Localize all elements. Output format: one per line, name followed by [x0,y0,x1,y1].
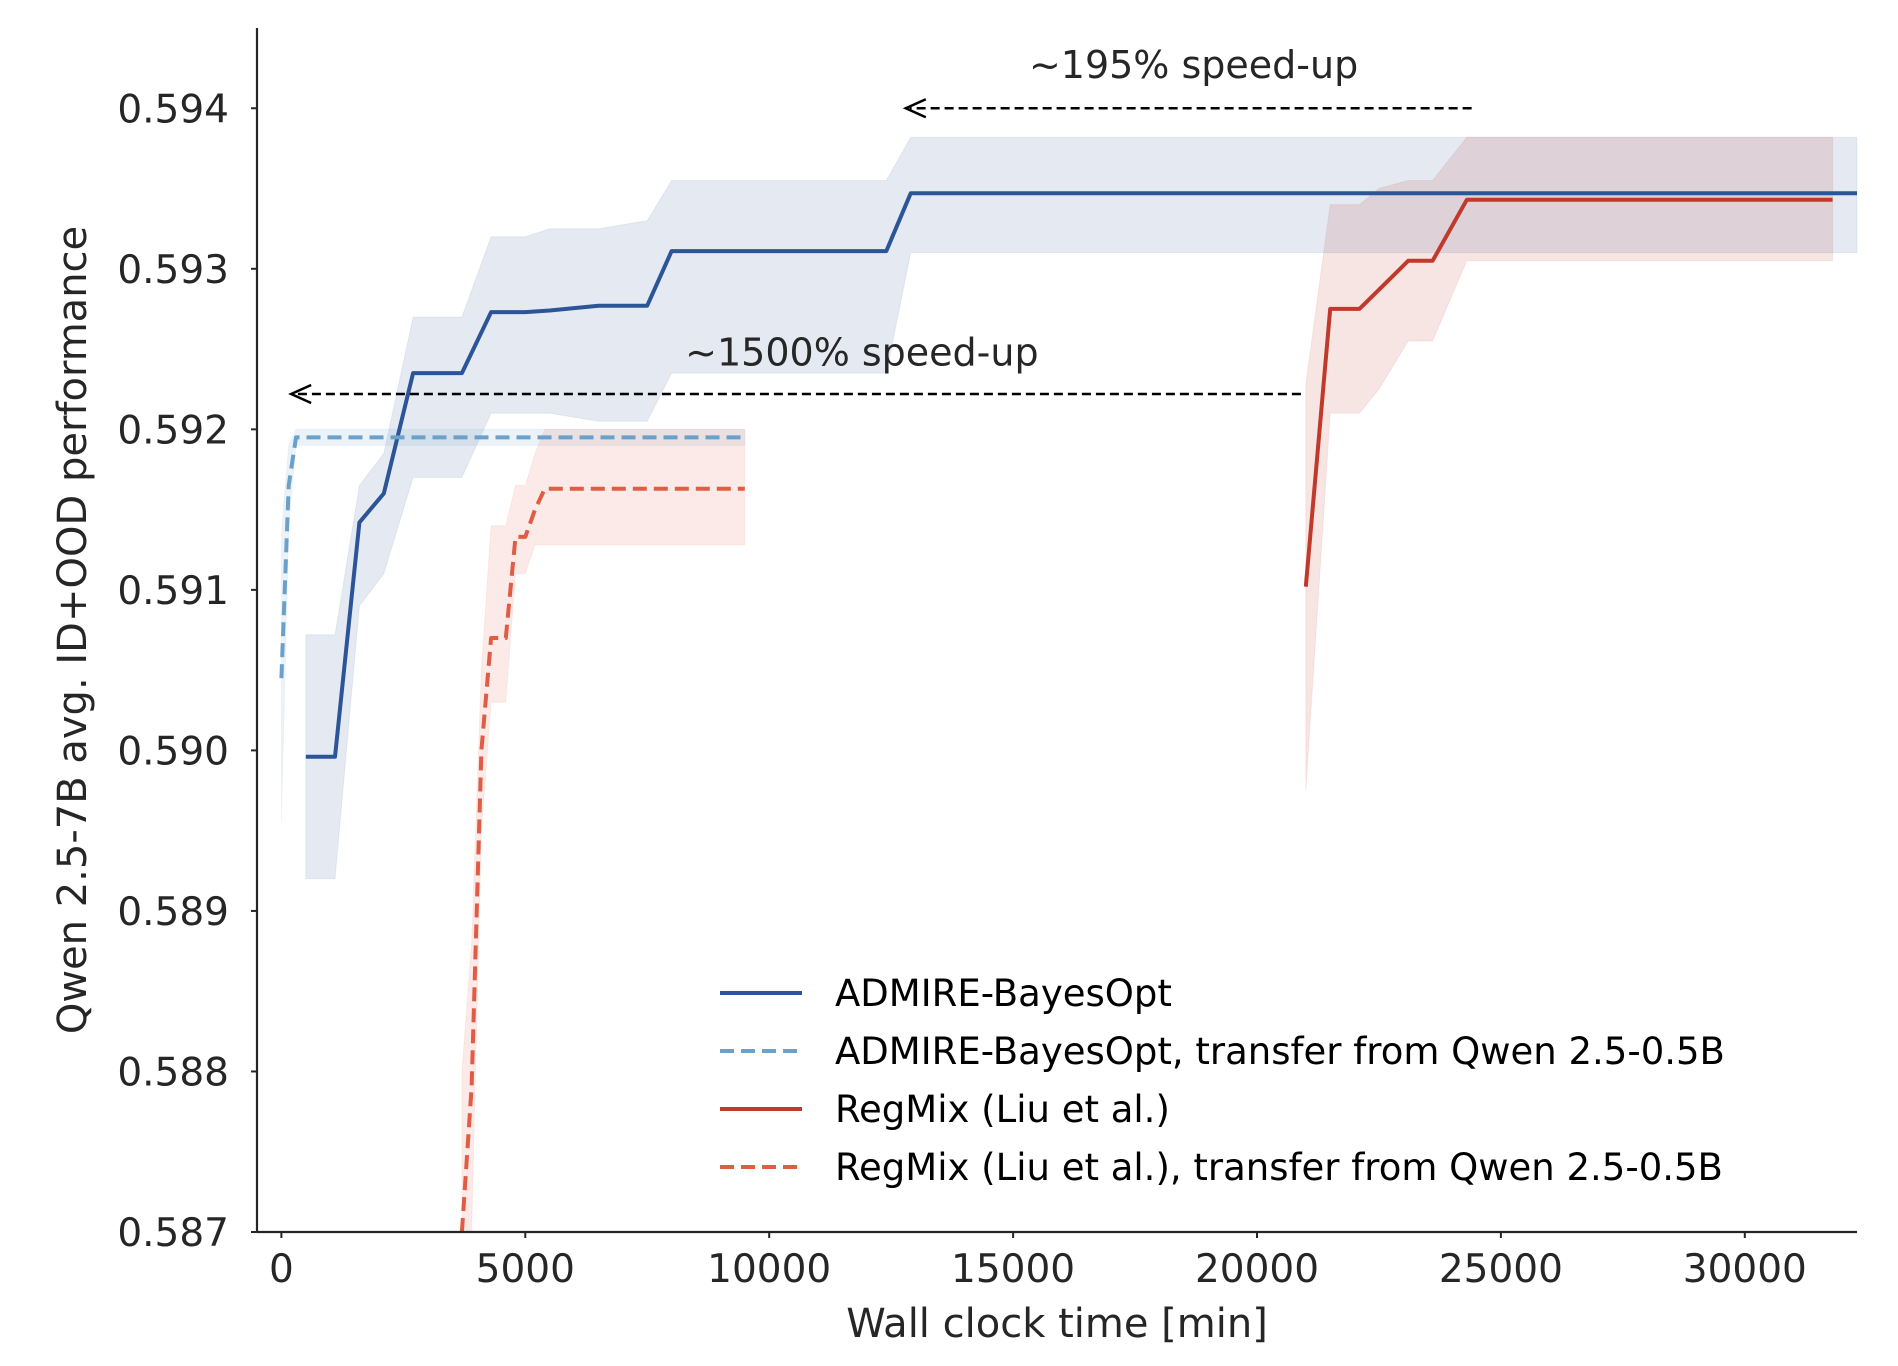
y-tick-label-4: 0.591 [117,569,229,614]
y-tick-label-7: 0.594 [117,87,229,132]
y-tick-label-0: 0.587 [117,1211,229,1256]
line-series-3 [459,486,745,1233]
speed-up-label-195: ~195% speed-up [1029,43,1358,87]
y-tick-label-5: 0.592 [117,408,229,453]
line-series-1 [279,435,745,679]
speed-up-arrowhead-1500 [288,383,312,405]
annotations: ~195% speed-up ~1500% speed-up [288,43,1472,405]
x-tick-label-2: 10000 [707,1247,831,1292]
y-tick-label-3: 0.590 [117,729,229,774]
axes [255,28,1857,1234]
series-lines [279,191,1857,1233]
y-tick-label-1: 0.588 [117,1050,229,1095]
speed-up-label-1500: ~1500% speed-up [685,330,1038,374]
y-ticks: 0.587 0.588 0.589 0.590 0.591 0.592 0.593 0.594 [117,87,257,1256]
x-tick-label-5: 25000 [1439,1247,1563,1292]
legend-label-admire-bayesopt: ADMIRE-BayesOpt [835,972,1172,1015]
y-axis-label: Qwen 2.5-7B avg. ID+OOD performance [50,226,96,1034]
x-tick-label-1: 5000 [476,1247,575,1292]
x-axis-label: Wall clock time [min] [846,1301,1268,1347]
legend: ADMIRE-BayesOpt ADMIRE-BayesOpt, transfe… [720,972,1725,1189]
x-tick-label-6: 30000 [1683,1247,1807,1292]
y-tick-label-2: 0.589 [117,890,229,935]
x-ticks: 0 5000 10000 15000 20000 25000 30000 [269,1232,1807,1292]
x-tick-label-4: 20000 [1195,1247,1319,1292]
confidence-bands [280,136,1858,1233]
x-tick-label-3: 15000 [951,1247,1075,1292]
y-tick-label-6: 0.593 [117,248,229,293]
legend-label-regmix: RegMix (Liu et al.) [835,1088,1170,1131]
band-series-1 [280,428,746,823]
band-series-3 [461,428,746,1233]
band-series-0 [305,136,1858,880]
x-tick-label-0: 0 [269,1247,294,1292]
speed-up-arrowhead-195 [902,98,927,119]
band-series-2 [1305,136,1834,791]
legend-label-regmix-transfer: RegMix (Liu et al.), transfer from Qwen … [835,1146,1723,1189]
line-series-2 [1303,197,1833,587]
line-series-0 [305,191,1857,759]
legend-label-admire-transfer: ADMIRE-BayesOpt, transfer from Qwen 2.5-… [835,1030,1725,1073]
